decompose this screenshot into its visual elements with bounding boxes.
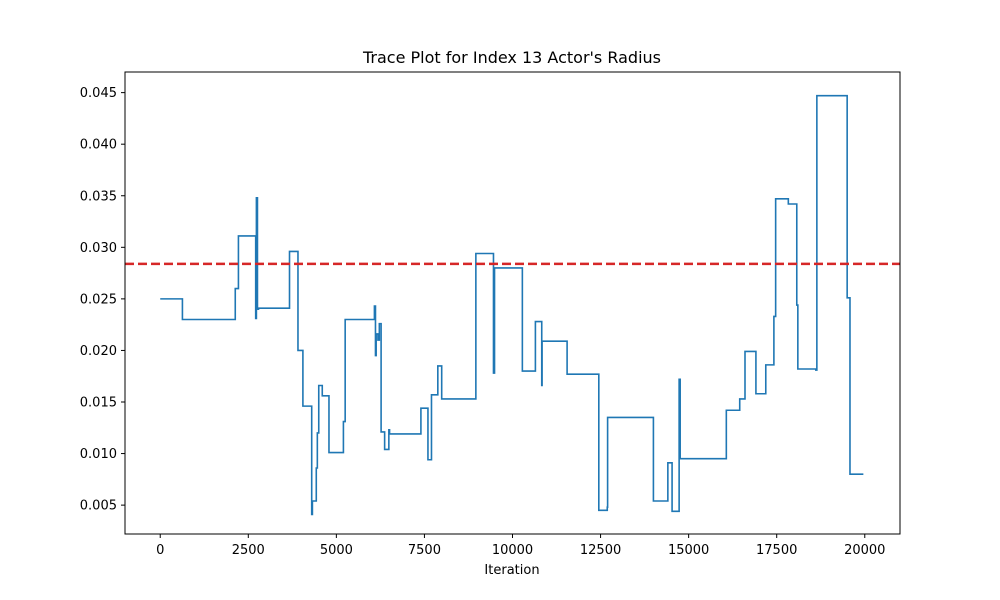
y-tick-label: 0.045	[80, 86, 117, 101]
y-tick-label: 0.035	[80, 189, 117, 204]
x-tick-label: 20000	[844, 543, 885, 558]
axes-frame	[124, 71, 901, 535]
x-tick-label: 12500	[580, 543, 621, 558]
y-tick-label: 0.015	[80, 396, 117, 411]
x-tick-label: 17500	[756, 543, 797, 558]
x-axis: 0 2500 5000 7500 10000 12500 15000 17500 20000	[156, 534, 885, 558]
y-tick-label: 0.025	[80, 292, 117, 307]
y-tick-label: 0.030	[80, 241, 117, 256]
y-axis: 0.005 0.010 0.015 0.020 0.025 0.030 0.035 0.040…	[80, 86, 125, 514]
y-tick-label: 0.040	[80, 138, 117, 153]
y-tick-label: 0.005	[80, 499, 117, 514]
x-tick-label: 10000	[492, 543, 533, 558]
x-axis-label: Iteration	[484, 563, 539, 578]
y-tick-label: 0.010	[80, 447, 117, 462]
y-tick-label: 0.020	[80, 344, 117, 359]
trace-series-line	[160, 94, 864, 516]
x-tick-label: 7500	[408, 543, 441, 558]
x-tick-label: 2500	[232, 543, 265, 558]
x-tick-label: 15000	[668, 543, 709, 558]
x-tick-label: 5000	[320, 543, 353, 558]
x-tick-label: 0	[156, 543, 164, 558]
chart-title: Trace Plot for Index 13 Actor's Radius	[362, 48, 661, 67]
plot-area	[125, 94, 900, 516]
